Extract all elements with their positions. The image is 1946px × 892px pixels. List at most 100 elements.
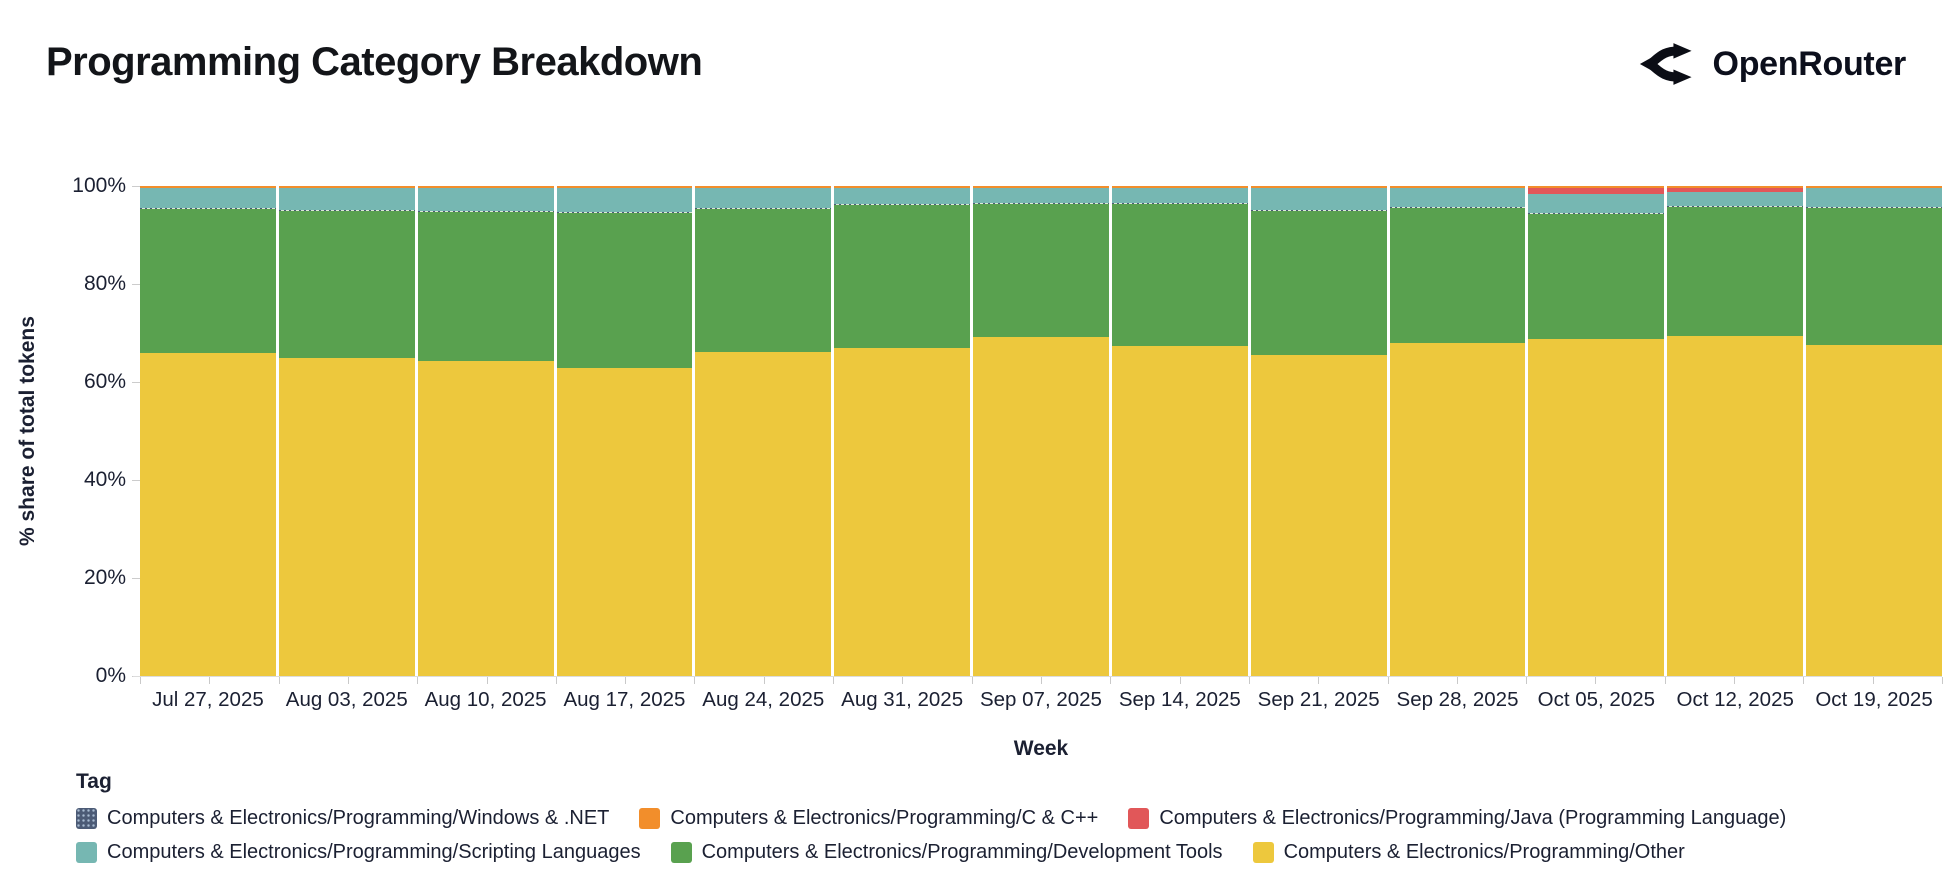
bar-segment[interactable] bbox=[834, 204, 971, 206]
bar-segment[interactable] bbox=[973, 337, 1109, 676]
bar-segment[interactable] bbox=[278, 210, 415, 211]
stacked-bar[interactable] bbox=[278, 186, 415, 676]
stacked-bar[interactable] bbox=[1667, 186, 1804, 676]
bar-segment[interactable] bbox=[1667, 186, 1804, 188]
legend-item[interactable]: Computers & Electronics/Programming/Wind… bbox=[76, 807, 609, 830]
bar-segment[interactable] bbox=[1111, 203, 1248, 205]
bar-segment[interactable] bbox=[1667, 207, 1804, 337]
y-tick-label: 60% bbox=[83, 370, 126, 393]
legend-item[interactable]: Computers & Electronics/Programming/Java… bbox=[1128, 807, 1786, 830]
stacked-bar[interactable] bbox=[695, 186, 832, 676]
x-tick-label: Aug 31, 2025 bbox=[841, 688, 964, 711]
y-tick-label: 100% bbox=[72, 174, 126, 197]
bar-segment[interactable] bbox=[1667, 206, 1804, 208]
bar-segment[interactable] bbox=[417, 186, 554, 188]
bar-segment[interactable] bbox=[1528, 193, 1665, 213]
bar-segment[interactable] bbox=[140, 186, 276, 188]
stacked-bar[interactable] bbox=[1389, 186, 1526, 676]
bar-segment[interactable] bbox=[1667, 187, 1804, 193]
bar-segment[interactable] bbox=[278, 187, 415, 211]
y-axis-tick bbox=[132, 186, 140, 187]
bar-segment[interactable] bbox=[1528, 188, 1665, 194]
bar-segment[interactable] bbox=[417, 361, 554, 676]
legend-item[interactable]: Computers & Electronics/Programming/Scri… bbox=[76, 841, 641, 864]
bar-segment[interactable] bbox=[556, 212, 693, 213]
bar-segment[interactable] bbox=[1389, 207, 1526, 209]
bar-segment[interactable] bbox=[834, 187, 971, 205]
bar-segment[interactable] bbox=[1389, 187, 1526, 208]
y-tick-label: 40% bbox=[83, 468, 126, 491]
bar-segment[interactable] bbox=[695, 352, 832, 676]
bar-segment[interactable] bbox=[1250, 188, 1387, 211]
bar-segment[interactable] bbox=[1667, 336, 1804, 676]
bar-segment[interactable] bbox=[1111, 346, 1248, 676]
stacked-bar[interactable] bbox=[1111, 186, 1248, 676]
bar-segment[interactable] bbox=[695, 208, 832, 210]
bar-segment[interactable] bbox=[1250, 211, 1387, 356]
bar-segment[interactable] bbox=[1528, 338, 1665, 676]
x-axis-tick bbox=[902, 677, 904, 684]
stacked-bar[interactable] bbox=[973, 186, 1109, 676]
legend-item[interactable]: Computers & Electronics/Programming/Deve… bbox=[670, 841, 1223, 864]
openrouter-logo[interactable]: OpenRouter bbox=[1639, 40, 1906, 88]
x-tick-label: Sep 21, 2025 bbox=[1257, 688, 1380, 711]
bar-segment[interactable] bbox=[556, 186, 693, 188]
stacked-bar[interactable] bbox=[1806, 186, 1942, 676]
bar-segment[interactable] bbox=[1250, 186, 1387, 188]
x-axis-tick bbox=[417, 677, 419, 684]
bar-segment[interactable] bbox=[695, 186, 832, 188]
bar-segment[interactable] bbox=[556, 187, 693, 212]
bar-segment[interactable] bbox=[1806, 186, 1942, 188]
bar-segment[interactable] bbox=[1806, 207, 1942, 209]
bar-segment[interactable] bbox=[834, 205, 971, 349]
bar-segment[interactable] bbox=[278, 186, 415, 188]
bar-segment[interactable] bbox=[1111, 186, 1248, 188]
bar-segment[interactable] bbox=[1806, 187, 1942, 208]
bar-segment[interactable] bbox=[417, 188, 554, 212]
bar-segment[interactable] bbox=[1111, 204, 1248, 347]
legend-swatch bbox=[1128, 808, 1150, 829]
bar-segment[interactable] bbox=[140, 188, 276, 209]
stacked-bar[interactable] bbox=[140, 186, 276, 676]
bar-segment[interactable] bbox=[1111, 187, 1248, 204]
stacked-bar[interactable] bbox=[834, 186, 971, 676]
stacked-bar[interactable] bbox=[417, 186, 554, 676]
bar-segment[interactable] bbox=[834, 186, 971, 188]
bar-segment[interactable] bbox=[1389, 186, 1526, 188]
bar-segment[interactable] bbox=[1528, 212, 1665, 214]
bar-segment[interactable] bbox=[140, 209, 276, 354]
bar-segment[interactable] bbox=[973, 186, 1109, 188]
stacked-bar[interactable] bbox=[1250, 186, 1387, 676]
x-axis-line bbox=[133, 676, 1942, 677]
stacked-bar[interactable] bbox=[1528, 186, 1665, 676]
bar-segment[interactable] bbox=[556, 367, 693, 676]
bar-segment[interactable] bbox=[1389, 208, 1526, 343]
bar-segment[interactable] bbox=[1806, 344, 1942, 676]
bar-segment[interactable] bbox=[834, 348, 971, 676]
bar-segment[interactable] bbox=[278, 358, 415, 676]
bar-segment[interactable] bbox=[695, 209, 832, 353]
bar-segment[interactable] bbox=[1250, 355, 1387, 676]
bar-segment[interactable] bbox=[1250, 210, 1387, 212]
bar-segment[interactable] bbox=[278, 211, 415, 359]
bar-segment[interactable] bbox=[695, 188, 832, 209]
legend-item[interactable]: Computers & Electronics/Programming/Othe… bbox=[1252, 841, 1685, 864]
bar-segment[interactable] bbox=[973, 204, 1109, 338]
bar-segment[interactable] bbox=[973, 187, 1109, 204]
bar-segment[interactable] bbox=[1528, 213, 1665, 339]
bar-segment[interactable] bbox=[417, 211, 554, 362]
bar-segment[interactable] bbox=[1528, 186, 1665, 188]
x-tick-label: Oct 05, 2025 bbox=[1537, 688, 1656, 711]
legend-item[interactable]: Computers & Electronics/Programming/C & … bbox=[639, 807, 1098, 830]
bar-segment[interactable] bbox=[1389, 342, 1526, 676]
bar-segment[interactable] bbox=[556, 212, 693, 368]
x-axis-labels: Jul 27, 2025 Aug 03, 2025 Aug 10, 2025 Aug … bbox=[140, 688, 1942, 712]
bar-segment[interactable] bbox=[973, 203, 1109, 205]
stacked-bar[interactable] bbox=[556, 186, 693, 676]
bar-segment[interactable] bbox=[1667, 192, 1804, 207]
bar-segment[interactable] bbox=[417, 211, 554, 212]
x-axis-tick bbox=[1456, 677, 1458, 684]
bar-segment[interactable] bbox=[140, 208, 276, 210]
bar-segment[interactable] bbox=[140, 353, 276, 676]
bar-segment[interactable] bbox=[1806, 208, 1942, 345]
